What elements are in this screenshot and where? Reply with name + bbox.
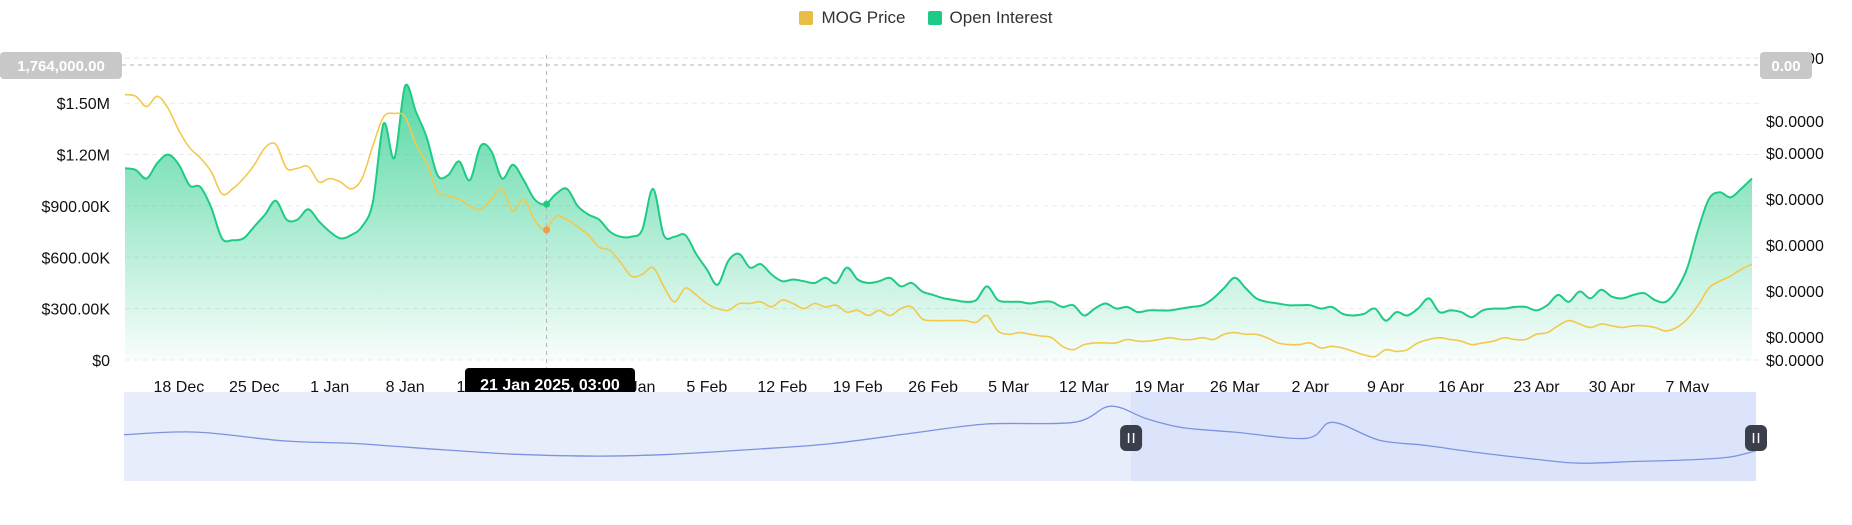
- navigator-left-handle[interactable]: [1120, 425, 1143, 451]
- price-legend-swatch: [799, 11, 814, 25]
- left-tick-label: $1.50M: [57, 96, 110, 113]
- legend-label-price: MOG Price: [821, 8, 906, 27]
- date-tooltip: 21 Jan 2025, 03:00: [465, 368, 635, 399]
- navigator-line: [123, 405, 1757, 464]
- crosshair: 1,764,000.00 0.00 21 Jan 2025, 03:00: [0, 52, 1812, 399]
- x-tick-label: 18 Dec: [154, 379, 205, 396]
- x-tick-label: 8 Jan: [386, 379, 425, 396]
- open-interest-area: [125, 84, 1752, 360]
- left-value-badge: 1,764,000.00: [0, 52, 122, 79]
- legend-label-oi: Open Interest: [949, 8, 1053, 27]
- date-tooltip-text: 21 Jan 2025, 03:00: [480, 377, 620, 394]
- x-tick-label: 5 Feb: [686, 379, 727, 396]
- navigator-selected-range[interactable]: [1131, 392, 1756, 481]
- crosshair-price-point: [543, 226, 551, 234]
- navigator-right-handle[interactable]: [1745, 425, 1767, 451]
- left-tick-label: $300.00K: [41, 302, 110, 319]
- right-value-badge: 0.00: [1760, 52, 1812, 79]
- x-tick-label: 16 Apr: [1438, 379, 1485, 396]
- x-tick-label: 7 May: [1666, 379, 1710, 396]
- legend-item-open-interest[interactable]: Open Interest: [927, 8, 1053, 28]
- right-tick-label: $0.0000: [1766, 146, 1824, 163]
- x-tick-label: 2 Apr: [1292, 379, 1330, 396]
- right-tick-label: $0.0000: [1766, 330, 1824, 347]
- x-tick-label: 26 Mar: [1210, 379, 1260, 396]
- x-tick-label: 5 Mar: [988, 379, 1030, 396]
- x-tick-label: 19 Feb: [833, 379, 883, 396]
- mog-price-line: [124, 93, 1753, 358]
- right-tick-label: $0.0000: [1766, 238, 1824, 255]
- left-tick-label: $0: [92, 353, 110, 370]
- x-tick-label: 25 Dec: [229, 379, 280, 396]
- right-axis: $0.0000 $0.0000 $0.0000 $0.0000 $0.0000 $0.00…: [1766, 51, 1824, 370]
- x-tick-label: 12 Feb: [757, 379, 807, 396]
- right-tick-label: $0.0000: [1766, 353, 1824, 370]
- left-value-badge-text: 1,764,000.00: [17, 58, 105, 75]
- x-tick-label: 19 Mar: [1134, 379, 1184, 396]
- left-axis: $0 $300.00K $600.00K $900.00K $1.20M $1.50M: [41, 96, 110, 370]
- x-tick-label: 23 Apr: [1513, 379, 1560, 396]
- range-navigator[interactable]: [123, 392, 1767, 481]
- open-interest-line: [124, 83, 1753, 322]
- x-tick-label: 12 Mar: [1059, 379, 1109, 396]
- oi-legend-swatch: [927, 11, 942, 25]
- right-tick-label: $0.0000: [1766, 192, 1824, 209]
- x-tick-label: 30 Apr: [1589, 379, 1636, 396]
- left-tick-label: $900.00K: [41, 199, 110, 216]
- right-tick-label: $0.0000: [1766, 284, 1824, 301]
- x-tick-label: 9 Apr: [1367, 379, 1405, 396]
- chart-legend: MOG Price Open Interest: [0, 8, 1852, 28]
- left-tick-label: $600.00K: [41, 250, 110, 267]
- x-tick-label: 26 Feb: [908, 379, 958, 396]
- crosshair-oi-point: [543, 200, 551, 208]
- legend-item-mog-price[interactable]: MOG Price: [799, 8, 906, 28]
- right-tick-label: $0.0000: [1766, 114, 1824, 131]
- x-tick-label: 1 Jan: [310, 379, 349, 396]
- series-layer: [124, 83, 1753, 360]
- right-value-badge-text: 0.00: [1771, 58, 1800, 75]
- left-tick-label: $1.20M: [57, 148, 110, 165]
